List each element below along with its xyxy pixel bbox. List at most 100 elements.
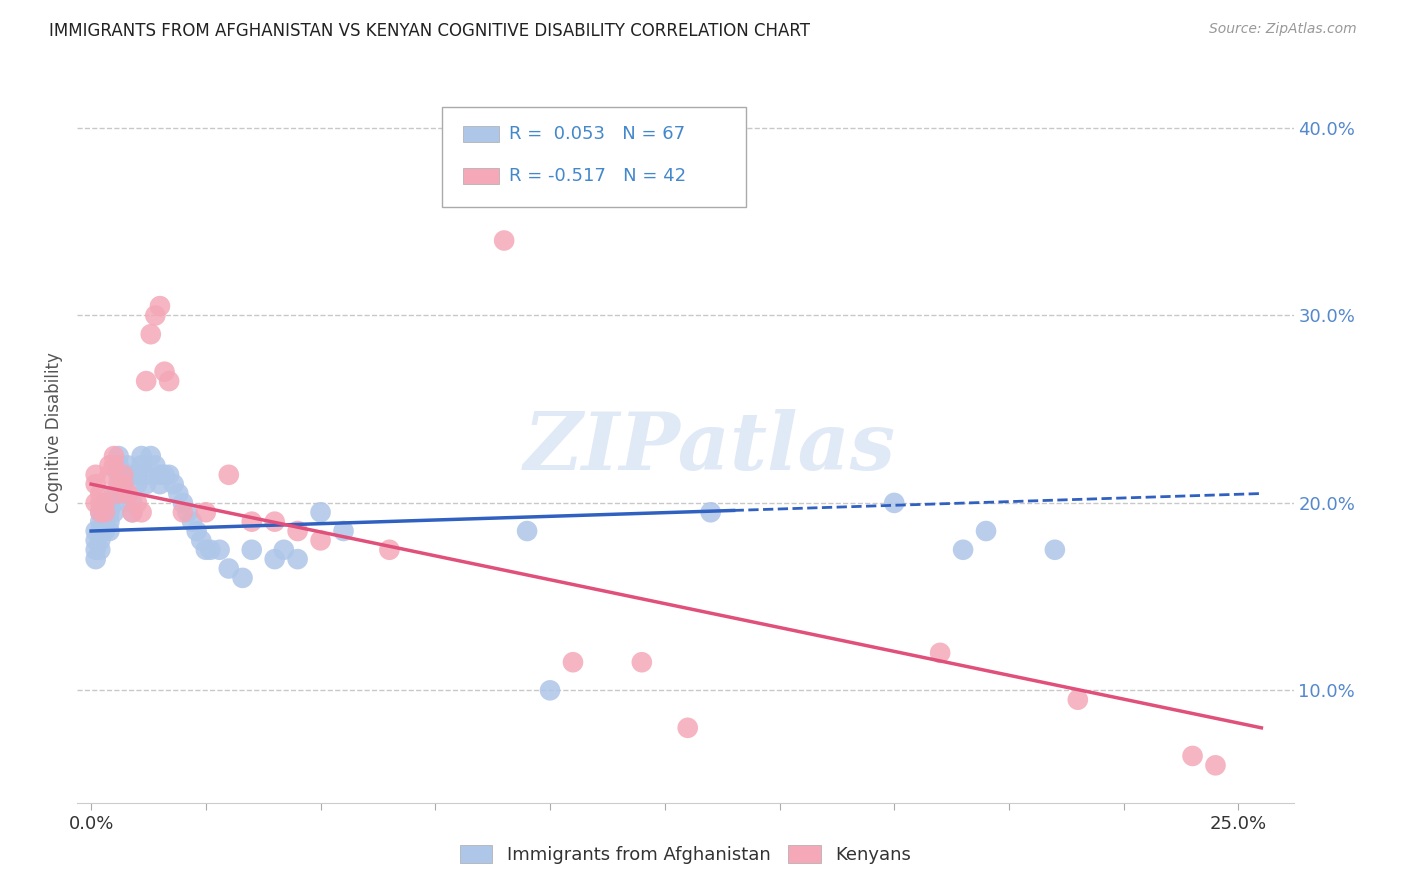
Point: [112, 486, 135, 500]
Point: [89, 524, 111, 538]
Point: [952, 542, 974, 557]
Bar: [463, 126, 499, 143]
Point: [112, 467, 135, 482]
Point: [84, 552, 107, 566]
Point: [98, 505, 121, 519]
Point: [98, 524, 121, 538]
Point: [332, 524, 354, 538]
Point: [172, 496, 194, 510]
Y-axis label: Cognitive Disability: Cognitive Disability: [45, 352, 63, 513]
Point: [125, 496, 148, 510]
Point: [194, 542, 217, 557]
Point: [121, 496, 143, 510]
Point: [89, 505, 111, 519]
Point: [117, 467, 139, 482]
Bar: [463, 168, 499, 184]
Point: [131, 505, 153, 519]
Point: [378, 542, 401, 557]
Point: [974, 524, 997, 538]
Point: [89, 505, 111, 519]
Point: [94, 524, 117, 538]
Point: [143, 458, 166, 473]
Point: [163, 477, 186, 491]
Point: [194, 505, 217, 519]
Point: [287, 552, 309, 566]
Text: R = -0.517   N = 42: R = -0.517 N = 42: [509, 167, 686, 185]
Point: [125, 477, 148, 491]
Point: [107, 458, 129, 473]
Point: [112, 477, 135, 491]
Point: [1067, 692, 1090, 706]
Point: [1205, 758, 1227, 772]
Point: [157, 374, 180, 388]
Point: [89, 496, 111, 510]
Text: ZIPatlas: ZIPatlas: [523, 409, 896, 486]
Point: [94, 496, 117, 510]
Point: [107, 467, 129, 482]
Point: [263, 552, 285, 566]
Point: [135, 467, 157, 482]
Point: [121, 505, 143, 519]
Point: [84, 533, 107, 548]
Point: [107, 486, 129, 500]
Point: [516, 524, 538, 538]
Point: [84, 496, 107, 510]
Point: [676, 721, 699, 735]
Point: [84, 477, 107, 491]
Point: [89, 533, 111, 548]
Text: IMMIGRANTS FROM AFGHANISTAN VS KENYAN COGNITIVE DISABILITY CORRELATION CHART: IMMIGRANTS FROM AFGHANISTAN VS KENYAN CO…: [49, 22, 810, 40]
Point: [139, 449, 162, 463]
Point: [107, 449, 129, 463]
Point: [172, 505, 194, 519]
Point: [186, 524, 208, 538]
Point: [1181, 748, 1204, 763]
Point: [84, 524, 107, 538]
Point: [135, 374, 157, 388]
Point: [125, 467, 148, 482]
Point: [103, 449, 125, 463]
Legend: Immigrants from Afghanistan, Kenyans: Immigrants from Afghanistan, Kenyans: [460, 845, 911, 864]
Point: [630, 655, 652, 669]
Point: [153, 365, 176, 379]
Point: [112, 477, 135, 491]
Point: [98, 467, 121, 482]
Point: [208, 542, 231, 557]
Point: [929, 646, 952, 660]
Point: [117, 486, 139, 500]
Point: [98, 458, 121, 473]
Text: R =  0.053   N = 67: R = 0.053 N = 67: [509, 125, 685, 144]
Point: [309, 505, 332, 519]
Point: [309, 533, 332, 548]
Point: [153, 467, 176, 482]
Point: [181, 515, 204, 529]
Point: [562, 655, 585, 669]
Point: [103, 486, 125, 500]
Point: [699, 505, 721, 519]
Point: [494, 234, 516, 248]
Point: [240, 515, 263, 529]
Point: [263, 515, 285, 529]
Text: Source: ZipAtlas.com: Source: ZipAtlas.com: [1209, 22, 1357, 37]
Point: [273, 542, 295, 557]
Point: [538, 683, 561, 698]
Point: [89, 486, 111, 500]
Point: [149, 477, 172, 491]
Point: [232, 571, 254, 585]
Point: [94, 505, 117, 519]
Point: [98, 496, 121, 510]
Point: [883, 496, 905, 510]
Point: [149, 299, 172, 313]
Point: [103, 505, 125, 519]
Point: [131, 449, 153, 463]
Point: [94, 515, 117, 529]
Point: [139, 327, 162, 342]
FancyBboxPatch shape: [441, 107, 747, 207]
Point: [121, 505, 143, 519]
Point: [107, 477, 129, 491]
Point: [200, 542, 222, 557]
Point: [89, 542, 111, 557]
Point: [167, 486, 190, 500]
Point: [287, 524, 309, 538]
Point: [143, 309, 166, 323]
Point: [89, 515, 111, 529]
